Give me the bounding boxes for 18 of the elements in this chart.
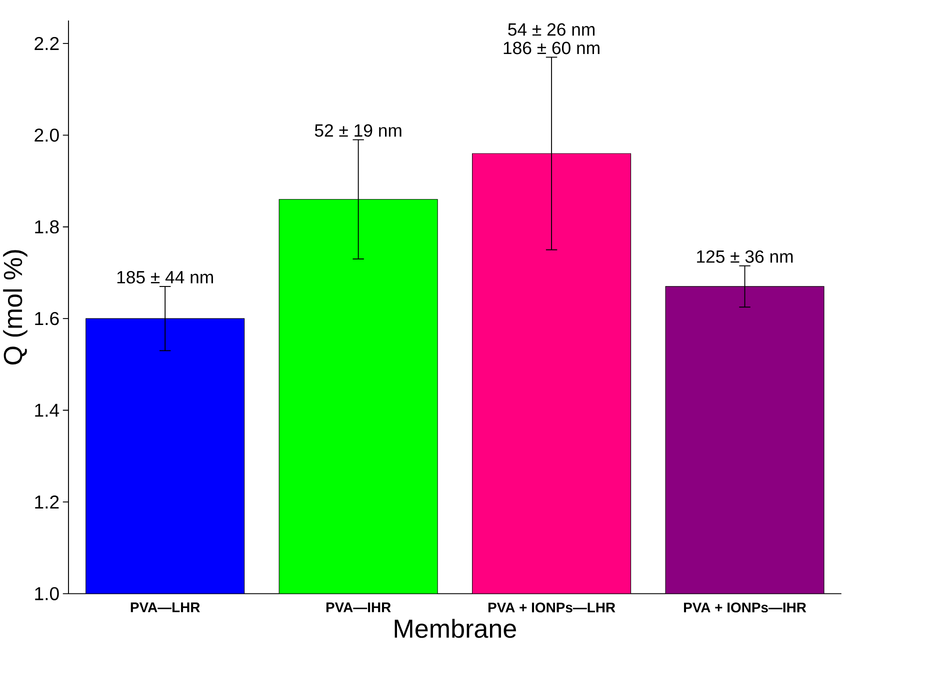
y-tick-label: 2.2 [34, 37, 59, 50]
annotation: 52 ± 19 nm [314, 124, 402, 137]
y-tick-label: 2.0 [34, 128, 59, 142]
x-tick-label: PVA + IONPs—IHR [684, 602, 806, 613]
annotation: 185 ± 44 nm [117, 271, 213, 284]
y-tick-label: 1.6 [35, 312, 59, 326]
annotation: 186 ± 60 nm [504, 42, 600, 54]
y-axis-title: Q (mol %) [3, 250, 28, 365]
x-tick-label: PVA—LHR [130, 602, 200, 612]
annotation: 125 ± 36 nm [697, 250, 793, 263]
annotation: 54 ± 26 nm [508, 23, 594, 36]
y-tick-label: 1.0 [35, 587, 59, 600]
y-tick-label: 1.2 [35, 496, 59, 509]
x-tick-label: PVA + IONPs—LHR [488, 602, 616, 613]
y-tick-label: 1.4 [35, 404, 60, 417]
x-tick-label: PVA—IHR [326, 602, 391, 612]
y-tick-label: 1.8 [35, 220, 59, 234]
x-axis-title: Membrane [394, 618, 516, 638]
